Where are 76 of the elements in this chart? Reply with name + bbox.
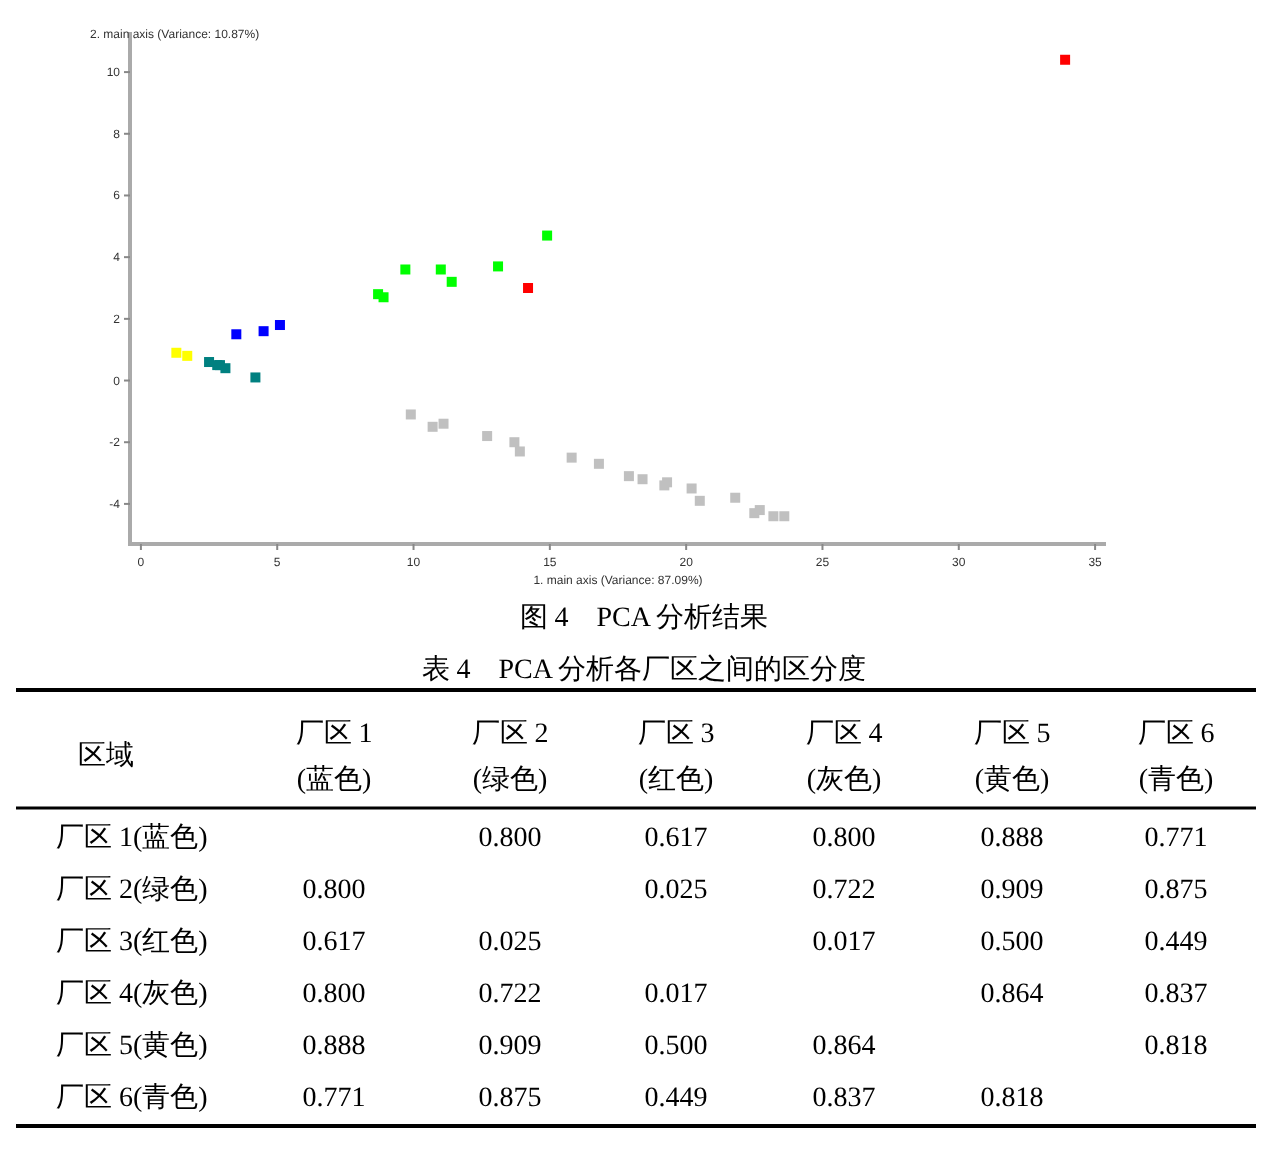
point xyxy=(171,347,182,358)
point xyxy=(754,505,765,516)
point xyxy=(1060,54,1071,65)
data-label: 0.875 xyxy=(1144,876,1208,906)
data-label: 0.800 xyxy=(812,824,876,854)
point xyxy=(258,326,269,337)
point xyxy=(779,511,790,522)
data-label: 0.800 xyxy=(302,876,366,906)
data-label: 0.818 xyxy=(980,1084,1044,1114)
y-axis-title: 区域 xyxy=(78,740,134,772)
data-label: 0.025 xyxy=(478,928,542,958)
data-label: 0.500 xyxy=(644,1032,708,1062)
point xyxy=(637,474,648,485)
point xyxy=(220,363,231,374)
data-label: 0.722 xyxy=(478,980,542,1010)
point xyxy=(482,431,493,442)
y-tick-label: 厂区 3(红色) xyxy=(56,926,209,958)
point xyxy=(730,492,741,503)
point xyxy=(182,350,193,361)
data-label: 0.818 xyxy=(1144,1032,1208,1062)
data-label: 0.837 xyxy=(1144,980,1208,1010)
x-tick-label: 厂区 2(绿色) xyxy=(471,720,549,796)
point xyxy=(446,276,457,287)
y-tick-label: 厂区 2(绿色) xyxy=(56,874,209,906)
data-label: 0.888 xyxy=(980,824,1044,854)
point xyxy=(566,452,577,463)
data-label: 0.909 xyxy=(478,1032,542,1062)
y-tick-label: 厂区 1(蓝色) xyxy=(56,822,209,854)
point xyxy=(768,511,779,522)
data-label: 0.864 xyxy=(812,1032,876,1062)
x-tick-label: 厂区 1(蓝色) xyxy=(295,720,373,796)
point xyxy=(435,264,446,275)
x-tick-label: 厂区 3(红色) xyxy=(637,720,715,796)
point xyxy=(509,437,520,448)
y-tick-label: 厂区 6(青色) xyxy=(56,1082,209,1114)
point xyxy=(514,446,525,457)
point xyxy=(250,372,261,383)
data-label: 0.800 xyxy=(302,980,366,1010)
data-label: 0.017 xyxy=(812,928,876,958)
data-label: 0.837 xyxy=(812,1084,876,1114)
point xyxy=(694,495,705,506)
data-label: 0.800 xyxy=(478,824,542,854)
point xyxy=(686,483,697,494)
data-label: 0.025 xyxy=(644,876,708,906)
data-label: 0.888 xyxy=(302,1032,366,1062)
data-label: 0.617 xyxy=(644,824,708,854)
x-tick-label: 厂区 6(青色) xyxy=(1137,720,1215,796)
point xyxy=(378,292,389,303)
point xyxy=(493,261,504,272)
y-tick-label: 厂区 4(灰色) xyxy=(56,978,209,1010)
point xyxy=(231,329,242,340)
data-label: 0.909 xyxy=(980,876,1044,906)
text: 图 4 PCA 分析结果 xyxy=(519,602,769,634)
point xyxy=(427,421,438,432)
data-label: 0.017 xyxy=(644,980,708,1010)
data-label: 0.617 xyxy=(302,928,366,958)
x-tick-label: 厂区 4(灰色) xyxy=(805,720,883,796)
point xyxy=(542,230,553,241)
data-label: 0.864 xyxy=(980,980,1044,1010)
point xyxy=(274,320,285,331)
point xyxy=(405,409,416,420)
data-label: 0.449 xyxy=(1144,928,1208,958)
data-label: 0.875 xyxy=(478,1084,542,1114)
data-label: 0.722 xyxy=(812,876,876,906)
data-label: 0.449 xyxy=(644,1084,708,1114)
data-label: 0.500 xyxy=(980,928,1044,958)
point xyxy=(438,418,449,429)
x-tick-label: 厂区 5(黄色) xyxy=(973,720,1051,796)
data-label: 0.771 xyxy=(1144,824,1208,854)
point xyxy=(400,264,411,275)
chart-title: 表 4 PCA 分析各厂区之间的区分度 xyxy=(421,654,867,686)
point xyxy=(523,283,534,293)
data-label: 0.771 xyxy=(302,1084,366,1114)
y-tick-label: 厂区 5(黄色) xyxy=(56,1030,209,1062)
point xyxy=(593,458,604,469)
point xyxy=(623,471,634,482)
